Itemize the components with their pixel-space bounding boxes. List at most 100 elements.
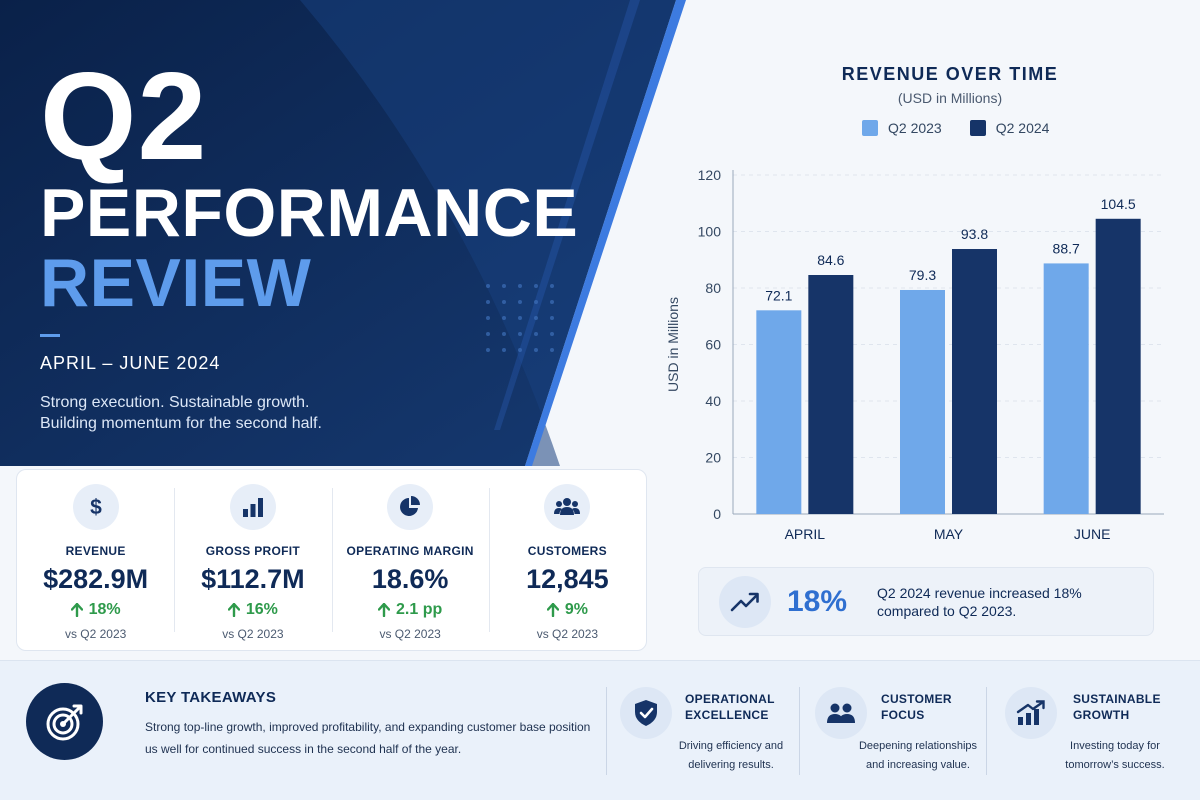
trend-up-icon xyxy=(719,575,771,628)
kpi-label: GROSS PROFIT xyxy=(205,544,301,558)
y-tick-label: 60 xyxy=(705,337,721,353)
kpi-value: 12,845 xyxy=(526,564,609,594)
pillar-sustainable-growth-text: Investing today for tomorrow’s success. xyxy=(1060,737,1170,775)
y-tick-label: 40 xyxy=(705,393,721,409)
legend-label: Q2 2024 xyxy=(995,120,1050,136)
arrow-up-icon xyxy=(70,603,83,617)
data-label: 84.6 xyxy=(817,252,844,268)
data-label: 79.3 xyxy=(909,267,936,283)
kpi-card: $ REVENUE $282.9M 18% vs Q2 2023 GROSS P… xyxy=(16,469,647,651)
kpi-change: 16% xyxy=(227,601,278,619)
pillar-customer-focus-text: Deepening relationships and increasing v… xyxy=(858,737,978,775)
kpi-change-value: 9% xyxy=(564,601,588,618)
pillar-sustainable-growth-title: SUSTAINABLE GROWTH xyxy=(1073,691,1161,723)
kpi-change: 18% xyxy=(70,601,121,619)
band-divider xyxy=(986,687,987,775)
band-divider xyxy=(799,687,800,775)
data-label: 88.7 xyxy=(1053,240,1080,256)
legend-item-q2-2023: Q2 2023 xyxy=(862,120,942,136)
kpi-value: 18.6% xyxy=(371,564,449,594)
hero-title-q2: Q2 xyxy=(40,48,208,186)
kpi-change: 2.1 pp xyxy=(378,601,442,619)
kpi-operating-margin: OPERATING MARGIN 18.6% 2.1 pp vs Q2 2023 xyxy=(331,470,489,650)
kpi-label: CUSTOMERS xyxy=(527,544,607,558)
x-tick-label: APRIL xyxy=(785,526,826,542)
hero-tagline: Strong execution. Sustainable growth. Bu… xyxy=(40,392,460,434)
hero-title-performance: PERFORMANCE xyxy=(40,175,579,251)
growth-callout: 18% Q2 2024 revenue increased 18% compar… xyxy=(698,567,1154,636)
kpi-label: OPERATING MARGIN xyxy=(346,544,474,558)
bar xyxy=(900,289,945,514)
chart-legend: Q2 2023 Q2 2024 xyxy=(862,120,1049,136)
kpi-comparison: vs Q2 2023 xyxy=(222,627,284,641)
legend-swatch xyxy=(969,120,986,136)
data-label: 104.5 xyxy=(1101,196,1136,212)
pillar-text-line: delivering results. xyxy=(688,759,774,771)
pillar-title-line: OPERATIONAL xyxy=(685,692,775,706)
y-tick-label: 0 xyxy=(713,506,721,522)
hero-title-review: REVIEW xyxy=(40,245,312,321)
arrow-up-icon xyxy=(227,603,240,617)
band-divider xyxy=(606,687,607,775)
pillar-title-line: CUSTOMER xyxy=(881,692,952,706)
kpi-revenue: $ REVENUE $282.9M 18% vs Q2 2023 xyxy=(17,470,174,650)
legend-item-q2-2024: Q2 2024 xyxy=(969,120,1050,136)
users-icon xyxy=(815,687,867,739)
kpi-comparison: vs Q2 2023 xyxy=(379,627,441,641)
y-tick-label: 100 xyxy=(698,224,722,240)
bar xyxy=(808,275,854,514)
svg-text:$: $ xyxy=(90,496,102,519)
dollar-icon: $ xyxy=(72,484,119,530)
arrow-up-icon xyxy=(546,603,559,617)
pillar-title-line: GROWTH xyxy=(1073,708,1130,722)
data-label: 72.1 xyxy=(765,287,792,303)
callout-text: Q2 2024 revenue increased 18% compared t… xyxy=(877,584,1082,619)
callout-value: 18% xyxy=(787,584,848,618)
kpi-customers: CUSTOMERS 12,845 9% vs Q2 2023 xyxy=(488,470,646,650)
hero-tagline-line-2: Building momentum for the second half. xyxy=(40,415,322,432)
kpi-gross-profit: GROSS PROFIT $112.7M 16% vs Q2 2023 xyxy=(174,470,331,650)
key-takeaways-band: KEY TAKEAWAYS Strong top-line growth, im… xyxy=(0,660,1200,800)
pillar-text-line: Driving efficiency and xyxy=(678,740,784,752)
hero-title-block: Q2 PERFORMANCE REVIEW APRIL – JUNE 2024 … xyxy=(40,48,600,434)
x-tick-label: MAY xyxy=(934,526,964,542)
kpi-change: 9% xyxy=(546,601,588,619)
bar xyxy=(952,249,997,514)
growth-chart-icon xyxy=(1005,687,1057,739)
kpi-label: REVENUE xyxy=(65,544,126,558)
hero-tagline-line-1: Strong execution. Sustainable growth. xyxy=(40,394,310,411)
pillar-title-line: FOCUS xyxy=(881,708,925,722)
pillar-text-line: tomorrow’s success. xyxy=(1065,759,1165,771)
chart-subtitle: (USD in Millions) xyxy=(897,90,1003,106)
arrow-up-icon xyxy=(378,603,390,617)
pillar-operational-excellence-title: OPERATIONAL EXCELLENCE xyxy=(685,691,775,723)
key-takeaways-title: KEY TAKEAWAYS xyxy=(145,689,277,706)
kpi-change-value: 18% xyxy=(88,601,121,618)
legend-label: Q2 2023 xyxy=(888,120,942,136)
bar xyxy=(756,310,802,514)
kpi-change-value: 2.1 pp xyxy=(396,601,443,618)
bar-chart-icon xyxy=(229,484,276,530)
kpi-comparison: vs Q2 2023 xyxy=(64,627,127,641)
pillar-text-line: Deepening relationships xyxy=(858,740,978,752)
key-takeaways-text: Strong top-line growth, improved profita… xyxy=(145,720,591,756)
shield-check-icon xyxy=(620,687,672,739)
pillar-text-line: Investing today for xyxy=(1070,740,1160,752)
hero-date-range: APRIL – JUNE 2024 xyxy=(40,353,221,373)
y-axis-label: USD in Millions xyxy=(665,297,681,392)
kpi-value: $282.9M xyxy=(43,564,149,594)
users-icon xyxy=(544,484,591,530)
kpi-value: $112.7M xyxy=(201,564,305,594)
pillar-customer-focus-title: CUSTOMER FOCUS xyxy=(881,691,952,723)
x-tick-label: JUNE xyxy=(1074,526,1111,542)
bar xyxy=(1043,263,1089,514)
data-label: 93.8 xyxy=(961,226,988,242)
revenue-bar-chart: 0 20 40 60 80 100 120 USD in Millions 72.1 84.6 AP… xyxy=(665,167,1164,542)
bar xyxy=(1095,218,1141,514)
kpi-change-value: 16% xyxy=(245,601,278,618)
pillar-title-line: EXCELLENCE xyxy=(685,708,769,722)
y-tick-label: 20 xyxy=(705,450,721,466)
pillar-text-line: and increasing value. xyxy=(866,759,970,771)
